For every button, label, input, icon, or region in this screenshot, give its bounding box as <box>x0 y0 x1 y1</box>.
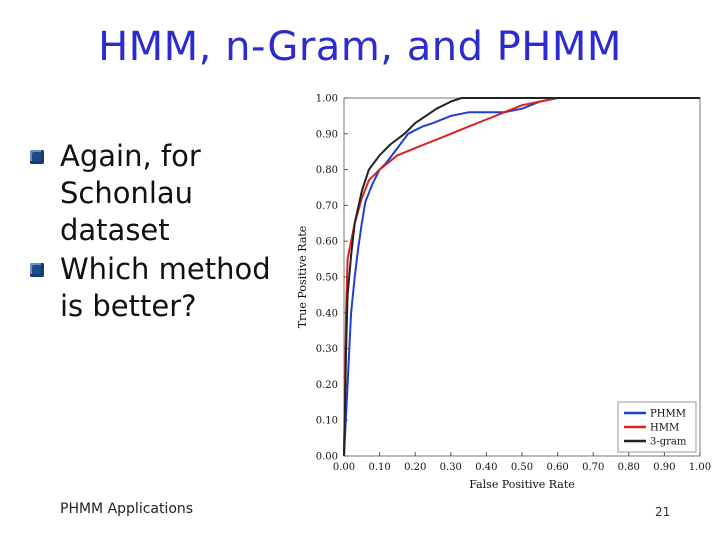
x-tick-label: 0.10 <box>368 462 390 473</box>
square-bullet-icon <box>30 263 44 277</box>
y-tick-label: 0.40 <box>316 308 338 319</box>
bullet-item: Which method is better? <box>30 251 290 325</box>
y-tick-label: 1.00 <box>316 94 338 105</box>
roc-chart: 0.00 0.10 0.20 0.30 0.40 0.50 0.60 0.70 0.80 0.90… <box>290 86 720 496</box>
y-tick-label: 0.70 <box>316 201 338 212</box>
x-tick-label: 0.30 <box>440 462 462 473</box>
y-tick-label: 0.20 <box>316 380 338 391</box>
legend-label: 3-gram <box>650 437 687 448</box>
y-tick-label: 0.60 <box>316 237 338 248</box>
x-tick-label: 1.00 <box>689 462 711 473</box>
legend-label: HMM <box>650 423 679 434</box>
series-line-3-gram <box>343 97 700 457</box>
x-axis-label: False Positive Rate <box>469 478 575 491</box>
y-tick-label: 0.50 <box>316 273 338 284</box>
y-tick-label: 0.10 <box>316 416 338 427</box>
square-bullet-icon <box>30 150 44 164</box>
y-axis-label: True Positive Rate <box>296 226 309 329</box>
footer-text: PHMM Applications <box>60 501 194 517</box>
x-tick-label: 0.60 <box>546 462 568 473</box>
legend-label: PHMM <box>650 409 686 420</box>
y-tick-label: 0.80 <box>316 165 338 176</box>
x-tick-label: 0.00 <box>333 462 355 473</box>
y-tick-label: 0.30 <box>316 344 338 355</box>
y-tick-label: 0.90 <box>316 129 338 140</box>
bullet-text: Which method is better? <box>60 252 271 323</box>
x-tick-label: 0.40 <box>475 462 497 473</box>
page-number: 21 <box>655 505 671 519</box>
bullet-list: Again, for Schonlau dataset Which method… <box>30 138 290 327</box>
x-tick-label: 0.20 <box>404 462 426 473</box>
x-tick-label: 0.50 <box>511 462 533 473</box>
y-tick-label: 0.00 <box>316 452 338 463</box>
bullet-text: Again, for Schonlau dataset <box>60 139 201 247</box>
bullet-item: Again, for Schonlau dataset <box>30 138 290 249</box>
x-tick-label: 0.70 <box>582 462 604 473</box>
series-line-hmm <box>343 97 700 457</box>
roc-chart-svg: 0.00 0.10 0.20 0.30 0.40 0.50 0.60 0.70 0.80 0.90… <box>296 94 711 492</box>
slide-title: HMM, n-Gram, and PHMM <box>98 24 622 70</box>
x-tick-label: 0.80 <box>618 462 640 473</box>
x-tick-label: 0.90 <box>653 462 675 473</box>
